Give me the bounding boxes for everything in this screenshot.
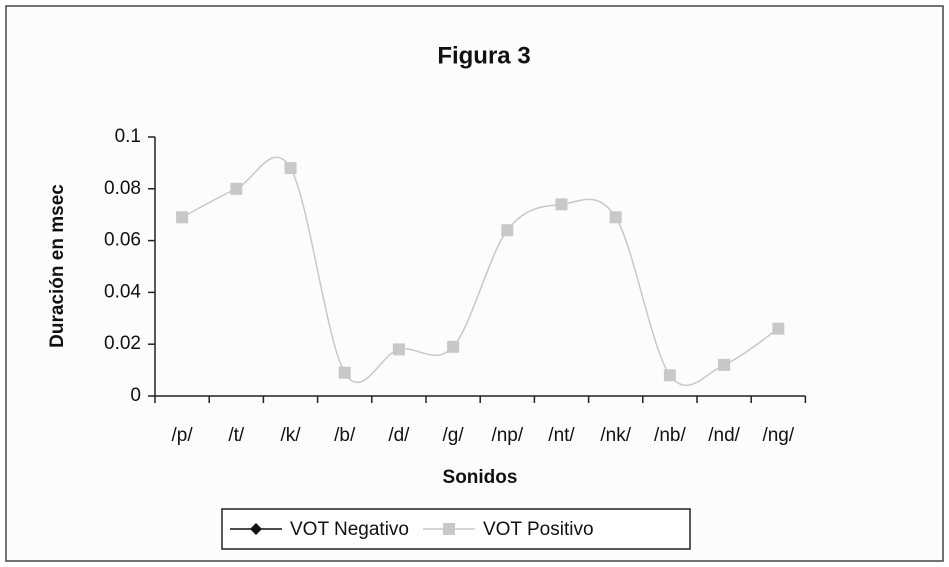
x-tick-label: /p/ bbox=[172, 425, 194, 446]
legend: VOT Negativo VOT Positivo bbox=[221, 508, 691, 550]
marker bbox=[555, 198, 568, 211]
x-tick-label: /nd/ bbox=[708, 425, 740, 446]
x-tick-label: /g/ bbox=[443, 425, 465, 446]
y-tick-label: 0.1 bbox=[115, 126, 141, 147]
x-tick-label: /np/ bbox=[491, 425, 523, 446]
y-tick-label: 0 bbox=[130, 385, 141, 406]
marker bbox=[501, 224, 514, 237]
plot-area: 0 0.02 0.04 0.06 0.08 0.1/p/ /t/ /k/ /b/ /d/ /g/ /n… bbox=[104, 126, 807, 446]
legend-label: VOT Negativo bbox=[290, 519, 409, 540]
marker bbox=[447, 340, 460, 353]
x-tick-label: /d/ bbox=[388, 425, 410, 446]
marker bbox=[609, 211, 622, 224]
y-axis-label: Duración en msec bbox=[47, 184, 68, 348]
x-tick-label: /nb/ bbox=[654, 425, 686, 446]
y-tick-label: 0.04 bbox=[104, 281, 141, 302]
marker bbox=[230, 182, 243, 195]
marker bbox=[442, 523, 455, 535]
x-tick-label: /nk/ bbox=[600, 425, 631, 446]
legend-label: VOT Positivo bbox=[483, 519, 594, 540]
marker bbox=[250, 523, 262, 535]
marker bbox=[338, 366, 351, 379]
marker bbox=[392, 343, 405, 356]
marker bbox=[176, 211, 189, 224]
marker bbox=[772, 322, 785, 335]
y-tick-label: 0.08 bbox=[104, 178, 141, 199]
marker bbox=[718, 358, 731, 371]
x-tick-label: /k/ bbox=[280, 425, 301, 446]
x-tick-label: /nt/ bbox=[548, 425, 575, 446]
marker bbox=[663, 369, 676, 382]
x-axis-label: Sonidos bbox=[443, 467, 518, 488]
y-tick-label: 0.06 bbox=[104, 230, 141, 251]
x-tick-label: /ng/ bbox=[762, 425, 794, 446]
marker bbox=[284, 162, 297, 175]
chart-frame bbox=[5, 5, 944, 562]
chart-title: Figura 3 bbox=[437, 42, 530, 69]
x-tick-label: /t/ bbox=[228, 425, 245, 446]
y-tick-label: 0.02 bbox=[104, 333, 141, 354]
x-tick-label: /b/ bbox=[334, 425, 356, 446]
